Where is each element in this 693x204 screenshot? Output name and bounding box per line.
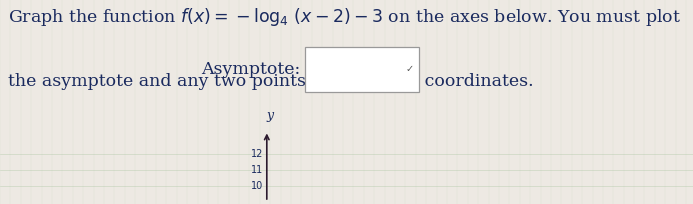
- Text: 11: 11: [251, 165, 263, 175]
- Text: the asymptote and any two points with integer coordinates.: the asymptote and any two points with in…: [8, 73, 534, 90]
- Text: Graph the function $f(x) = -\log_4\,(x-2) - 3$ on the axes below. You must plot: Graph the function $f(x) = -\log_4\,(x-2…: [8, 6, 681, 28]
- Text: 10: 10: [251, 181, 263, 191]
- Text: Asymptote:: Asymptote:: [201, 61, 300, 78]
- Text: ✓: ✓: [405, 64, 414, 74]
- Bar: [305, 47, 419, 92]
- Text: y: y: [267, 109, 274, 122]
- Text: 12: 12: [251, 149, 263, 159]
